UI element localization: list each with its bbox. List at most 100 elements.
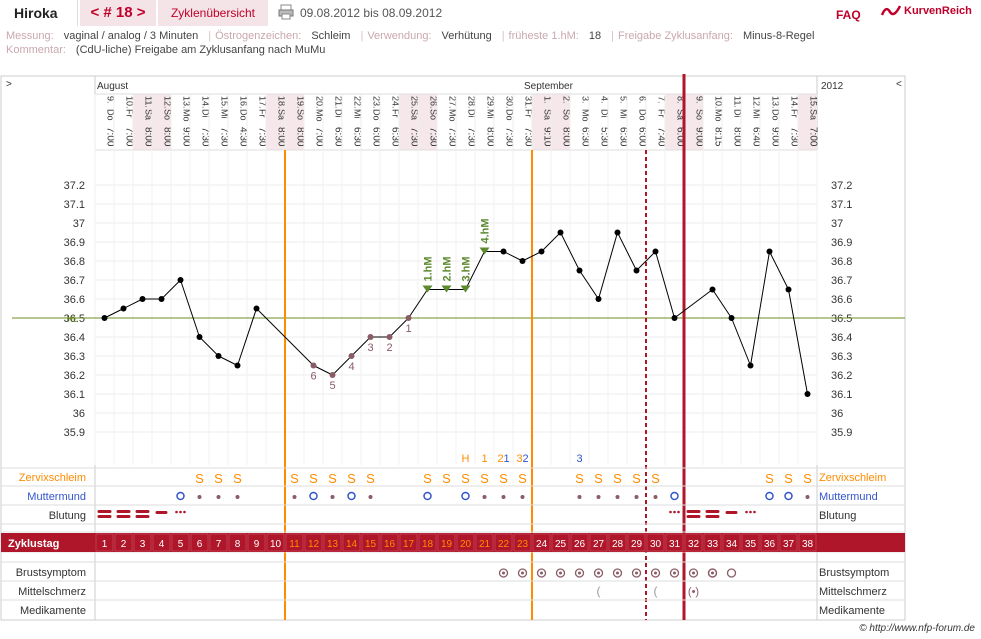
temp-point: [310, 362, 317, 369]
cycle-day-cell: [418, 533, 437, 552]
cycle-overview-tab[interactable]: Zyklenübersicht: [158, 0, 268, 26]
cycle-day-number: 1: [102, 539, 108, 550]
time-label: 4:30: [238, 127, 249, 147]
weekend-bg: [532, 94, 551, 150]
y-tick-left: 36.2: [64, 370, 85, 382]
cycle-day-cell: [627, 533, 646, 552]
time-label: 6:30: [618, 127, 629, 147]
cycle-day-cell: [684, 533, 703, 552]
weekday-label: Fr: [258, 109, 268, 118]
cycle-day-number: 8: [235, 539, 241, 550]
cycle-day-number: 15: [365, 539, 377, 550]
temp-point: [348, 353, 355, 359]
zervix-mark: S: [214, 471, 223, 486]
breast-symptom-dot: [540, 571, 543, 575]
cycle-day-number: 21: [479, 539, 491, 550]
cycle-day-number: 23: [517, 539, 529, 550]
temp-segment: [750, 251, 770, 366]
cycle-day-number: 27: [593, 539, 605, 550]
weekday-label: So: [296, 109, 306, 120]
peak-label: 1: [481, 453, 487, 465]
date-label: 9.: [106, 96, 116, 104]
cycle-day-number: 2: [121, 539, 127, 550]
muttermund-closed: [805, 495, 810, 499]
date-label: 9.: [695, 96, 705, 104]
breast-symptom-dot: [635, 571, 638, 575]
faq-link[interactable]: FAQ: [836, 8, 861, 22]
right-arrow: <: [896, 79, 902, 90]
cycle-navigator[interactable]: < # 18 >: [80, 0, 156, 26]
cycle-day-number: 13: [327, 539, 339, 550]
muttermund-closed: [482, 495, 487, 499]
breast-symptom-icon: [669, 568, 680, 578]
temp-point: [234, 362, 241, 369]
time-label: 9:00: [694, 127, 705, 147]
time-label: 6:30: [352, 127, 363, 147]
breast-symptom-dot: [692, 571, 695, 575]
date-label: 12.: [163, 96, 173, 109]
weekday-label: Do: [771, 109, 781, 121]
cycle-day-label: Zyklustag: [8, 538, 59, 550]
weekday-label: Do: [638, 109, 648, 121]
bleeding-heavy: [705, 515, 720, 518]
zervix-mark: S: [594, 471, 603, 486]
bleeding-spotting: [745, 510, 748, 514]
cycle-day-number: 9: [254, 539, 260, 550]
date-label: 14.: [201, 96, 211, 109]
time-label: 7:00: [105, 127, 116, 147]
cycle-day-number: 16: [384, 539, 396, 550]
date-label: 22.: [353, 96, 363, 109]
y-tick-left: 36.3: [64, 351, 85, 363]
zervix-mark: S: [784, 471, 793, 486]
weekday-label: Do: [372, 109, 382, 121]
temp-point: [158, 296, 165, 302]
weekday-label: Sa: [144, 109, 154, 120]
weekend-bg: [285, 94, 304, 150]
zervix-mark: S: [499, 471, 508, 486]
temp-segment: [788, 289, 808, 395]
muttermund-closed: [501, 495, 506, 499]
weekday-label: So: [695, 109, 705, 120]
cycle-day-number: 22: [498, 539, 510, 550]
date-label: 15.: [809, 96, 819, 109]
kommentar-value: (CdU-liche) Freigabe am Zyklusanfang nac…: [75, 44, 326, 56]
month-august: August: [97, 81, 128, 92]
breast-symptom-dot: [578, 571, 581, 575]
row-label-blutung-right: Blutung: [819, 510, 856, 522]
cycle-day-cell: [798, 533, 817, 552]
time-label: 8:00: [162, 127, 173, 147]
high-temp-label: 3.hM: [461, 256, 473, 281]
date-label: 4.: [600, 96, 610, 104]
top-bar: Hiroka < # 18 > Zyklenübersicht 09.08.20…: [0, 0, 981, 26]
cycle-day-number: 33: [707, 539, 719, 550]
y-tick-right: 36.3: [831, 351, 852, 363]
date-label: 3.: [581, 96, 591, 104]
temp-point: [422, 285, 433, 293]
cycle-day-cell: [589, 533, 608, 552]
temp-segment: [731, 317, 751, 366]
cycle-day-cell: [665, 533, 684, 552]
breast-symptom-icon: [688, 568, 699, 578]
breast-symptom-icon: [650, 568, 661, 578]
month-september: September: [524, 81, 574, 92]
verwendung-label: Verwendung:: [367, 30, 432, 42]
breast-symptom-icon: [707, 568, 718, 578]
temp-segment: [560, 232, 580, 271]
bleeding-spotting: [749, 510, 752, 514]
temp-point: [215, 353, 222, 359]
peak-label: 1: [503, 453, 509, 465]
time-label: 7:30: [523, 127, 534, 147]
row-label-medi-right: Medikamente: [819, 605, 885, 617]
weekday-label: Fr: [391, 109, 401, 118]
y-tick-right: 36.4: [831, 332, 852, 344]
row-label-muttermund-left: Muttermund: [27, 491, 86, 503]
bleeding-heavy: [686, 510, 701, 513]
zervix-mark: S: [366, 471, 375, 486]
weekend-bg: [551, 94, 570, 150]
breast-symptom-dot: [673, 571, 676, 575]
left-arrow: >: [6, 79, 12, 90]
y-tick-right: 36.5: [831, 313, 852, 325]
copyright: © http://www.nfp-forum.de: [859, 623, 975, 634]
print-icon[interactable]: [278, 4, 294, 20]
weekend-bg: [798, 94, 817, 150]
